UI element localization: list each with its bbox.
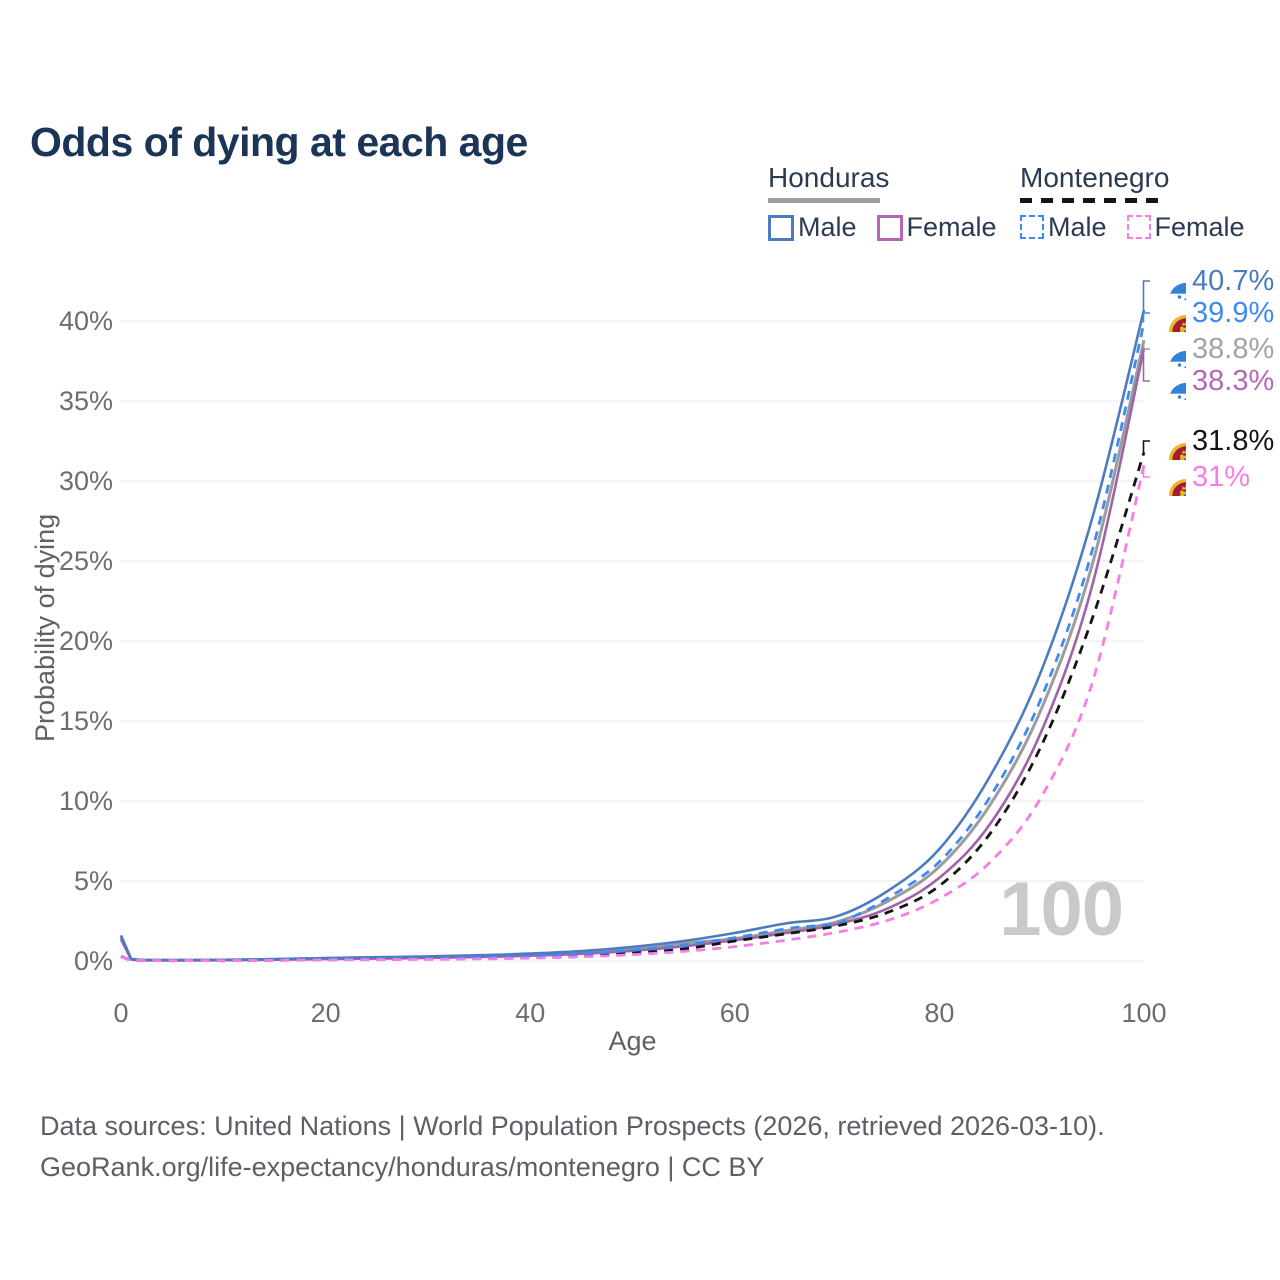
- footer-line-1: Data sources: United Nations | World Pop…: [40, 1111, 1105, 1141]
- honduras-female-swatch-icon: [876, 214, 903, 241]
- legend-group-montenegro: Montenegro Male Female: [1020, 162, 1245, 243]
- series-line-montenegro-male: [120, 322, 1146, 962]
- legend-item-honduras-female[interactable]: Female: [876, 212, 997, 243]
- end-label-value: 31%: [1192, 460, 1251, 493]
- y-tick-label: 35%: [59, 386, 113, 416]
- x-tick-label: 0: [113, 998, 128, 1028]
- end-label-value: 39.9%: [1192, 296, 1275, 329]
- y-tick-label: 5%: [74, 866, 113, 896]
- y-tick-label: 40%: [59, 306, 113, 336]
- end-label-value: 38.3%: [1192, 364, 1275, 397]
- x-axis-title: Age: [608, 1026, 657, 1056]
- page-title: Odds of dying at each age: [30, 119, 528, 166]
- honduras-male-swatch-icon: [768, 214, 794, 241]
- legend-item-montenegro-male[interactable]: Male: [1020, 212, 1107, 243]
- montenegro-dashed-line-sample: [1020, 198, 1165, 203]
- x-tick-label: 60: [720, 998, 750, 1028]
- montenegro-male-swatch-icon: [1020, 215, 1044, 239]
- end-label-montenegro-female: 31%: [1149, 459, 1250, 496]
- data-sources-footer: Data sources: United Nations | World Pop…: [40, 1106, 1105, 1188]
- end-label-connector: [1142, 348, 1150, 382]
- end-label-value: 31.8%: [1192, 424, 1275, 457]
- montenegro-female-swatch-icon: [1126, 215, 1151, 239]
- end-label-value: 38.8%: [1192, 332, 1275, 365]
- series-line-honduras-male: [119, 309, 1146, 962]
- gridlines: [121, 320, 1144, 962]
- end-label-honduras-male: 40.7%: [1149, 263, 1274, 300]
- flag-montenegro-icon: [1149, 423, 1186, 460]
- y-tick-label: 10%: [59, 786, 113, 816]
- end-label-connector: [1142, 312, 1150, 323]
- end-label-montenegro: 31.8%: [1149, 423, 1274, 460]
- y-tick-label: 15%: [59, 706, 113, 736]
- legend-item-label: Female: [1154, 211, 1245, 242]
- footer-line-2: GeoRank.org/life-expectancy/honduras/mon…: [40, 1152, 765, 1182]
- x-tick-label: 80: [924, 998, 954, 1028]
- legend-group-honduras: Honduras Male Female: [768, 162, 997, 243]
- end-label-connector: [1142, 280, 1150, 310]
- end-label-montenegro-male: 39.9%: [1149, 295, 1274, 332]
- legend-item-honduras-male[interactable]: Male: [768, 212, 857, 243]
- axis-tick-labels: 0% 5% 10% 15% 20% 25% 30% 35% 40% 0 20 40 60 80 100: [59, 306, 1167, 1028]
- end-label-value: 40.7%: [1192, 264, 1275, 297]
- legend-item-label: Male: [1048, 211, 1107, 242]
- label-connectors: [1142, 280, 1150, 478]
- y-tick-label: 30%: [59, 466, 113, 496]
- legend-item-label: Female: [906, 212, 997, 242]
- end-label-connector: [1142, 465, 1150, 478]
- age-watermark: 100: [999, 867, 1124, 952]
- legend-group-label: Montenegro: [1020, 162, 1170, 193]
- series-line-montenegro-female: [120, 464, 1146, 963]
- end-label-honduras-female: 38.3%: [1149, 363, 1274, 400]
- y-axis-title: Probability of dying: [30, 513, 60, 742]
- x-tick-label: 100: [1121, 998, 1166, 1028]
- flag-honduras-icon: [1149, 363, 1186, 400]
- flag-montenegro-icon: [1149, 459, 1186, 496]
- y-tick-label: 0%: [74, 946, 113, 976]
- end-label-honduras: 38.8%: [1149, 331, 1274, 368]
- x-tick-label: 20: [311, 998, 341, 1028]
- y-tick-label: 25%: [59, 546, 113, 576]
- honduras-solid-line-sample: [768, 198, 880, 203]
- legend-item-montenegro-female[interactable]: Female: [1126, 211, 1245, 243]
- series-lines: [119, 309, 1146, 963]
- legend-item-label: Male: [798, 212, 857, 242]
- flag-montenegro-icon: [1149, 295, 1186, 332]
- y-tick-label: 20%: [59, 626, 113, 656]
- x-tick-label: 40: [515, 998, 545, 1028]
- end-label-connector: [1142, 440, 1150, 453]
- legend-group-label: Honduras: [768, 162, 890, 193]
